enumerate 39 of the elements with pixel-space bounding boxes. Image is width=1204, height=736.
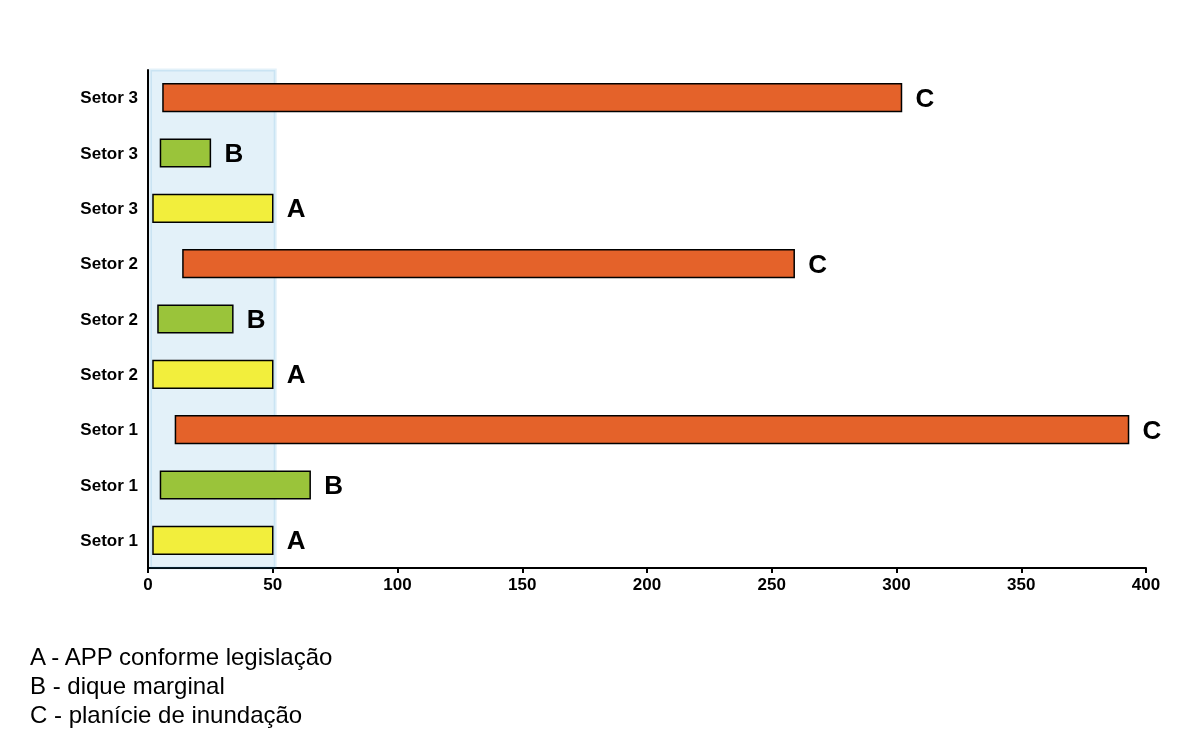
x-tick-label: 350 (1007, 575, 1036, 594)
x-tick-label: 400 (1131, 575, 1161, 594)
data-label: C (808, 248, 828, 279)
bar (174, 415, 1130, 445)
y-tick-label: Setor 3 (80, 143, 138, 163)
x-tick-label: 300 (882, 575, 911, 594)
x-tick-label: 200 (632, 575, 662, 594)
data-label: C (1142, 414, 1162, 445)
y-tick-label: Setor 3 (80, 88, 138, 108)
text: A - APP conforme legislação (30, 642, 333, 670)
data-label: B (246, 304, 266, 334)
data-label: A (286, 359, 306, 390)
data-label: B (324, 470, 343, 500)
x-tick-label: 0 (143, 575, 153, 594)
y-tick-label: Setor 2 (80, 254, 138, 274)
x-tick-label: 250 (757, 575, 786, 594)
bar (152, 359, 274, 389)
x-tick-label: 100 (383, 575, 412, 594)
x-tick-label: 50 (263, 575, 283, 594)
data-label: A (286, 525, 306, 556)
y-tick-label: Setor 3 (80, 198, 138, 218)
x-tick-label: 150 (508, 575, 537, 594)
y-tick-label: Setor 1 (80, 475, 138, 495)
y-tick-label: Setor 1 (80, 420, 138, 440)
y-tick-label: Setor 1 (80, 530, 138, 550)
data-label: C (915, 82, 935, 113)
y-tick-label: Setor 2 (80, 309, 138, 329)
bar (152, 193, 274, 223)
data-label: A (286, 193, 306, 224)
bar (162, 83, 903, 113)
bar (157, 304, 234, 334)
text: B - dique marginal (30, 671, 225, 699)
bar (159, 138, 212, 168)
text: C - planície de inundação (30, 700, 303, 728)
data-label: B (224, 138, 244, 168)
bar (182, 249, 795, 279)
y-tick-label: Setor 2 (80, 364, 138, 384)
bar (152, 525, 274, 555)
bar (159, 470, 311, 500)
